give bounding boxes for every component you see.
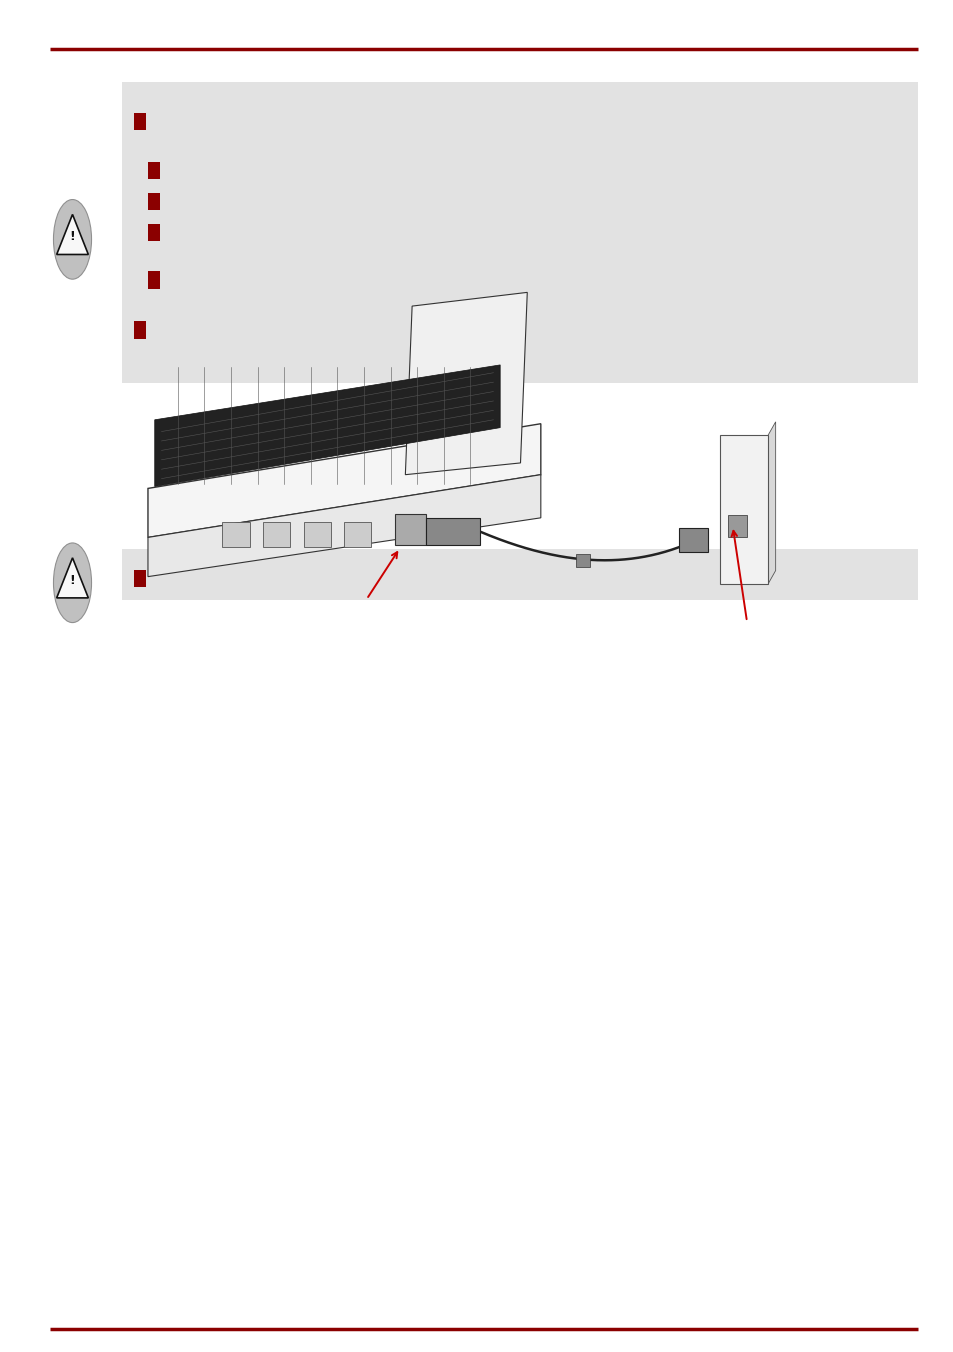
FancyBboxPatch shape (395, 514, 425, 545)
Polygon shape (56, 558, 89, 598)
FancyBboxPatch shape (425, 518, 479, 545)
Text: !: ! (70, 230, 75, 243)
FancyBboxPatch shape (122, 82, 917, 383)
Polygon shape (767, 422, 775, 584)
FancyBboxPatch shape (148, 270, 160, 288)
FancyBboxPatch shape (263, 522, 290, 548)
Polygon shape (148, 475, 540, 576)
FancyBboxPatch shape (344, 522, 371, 548)
Polygon shape (405, 292, 527, 475)
Ellipse shape (53, 544, 91, 622)
Ellipse shape (53, 200, 91, 279)
FancyBboxPatch shape (303, 522, 331, 548)
FancyBboxPatch shape (133, 571, 146, 587)
FancyBboxPatch shape (122, 549, 917, 600)
FancyBboxPatch shape (679, 527, 707, 552)
FancyBboxPatch shape (720, 435, 767, 584)
FancyBboxPatch shape (148, 161, 160, 178)
FancyBboxPatch shape (133, 320, 146, 338)
Polygon shape (56, 215, 89, 254)
Polygon shape (154, 365, 499, 487)
Polygon shape (148, 423, 540, 538)
FancyBboxPatch shape (148, 192, 160, 210)
FancyBboxPatch shape (576, 554, 589, 568)
FancyBboxPatch shape (148, 224, 160, 241)
FancyBboxPatch shape (222, 522, 250, 548)
FancyBboxPatch shape (727, 515, 746, 537)
FancyBboxPatch shape (133, 112, 146, 130)
Text: !: ! (70, 573, 75, 587)
